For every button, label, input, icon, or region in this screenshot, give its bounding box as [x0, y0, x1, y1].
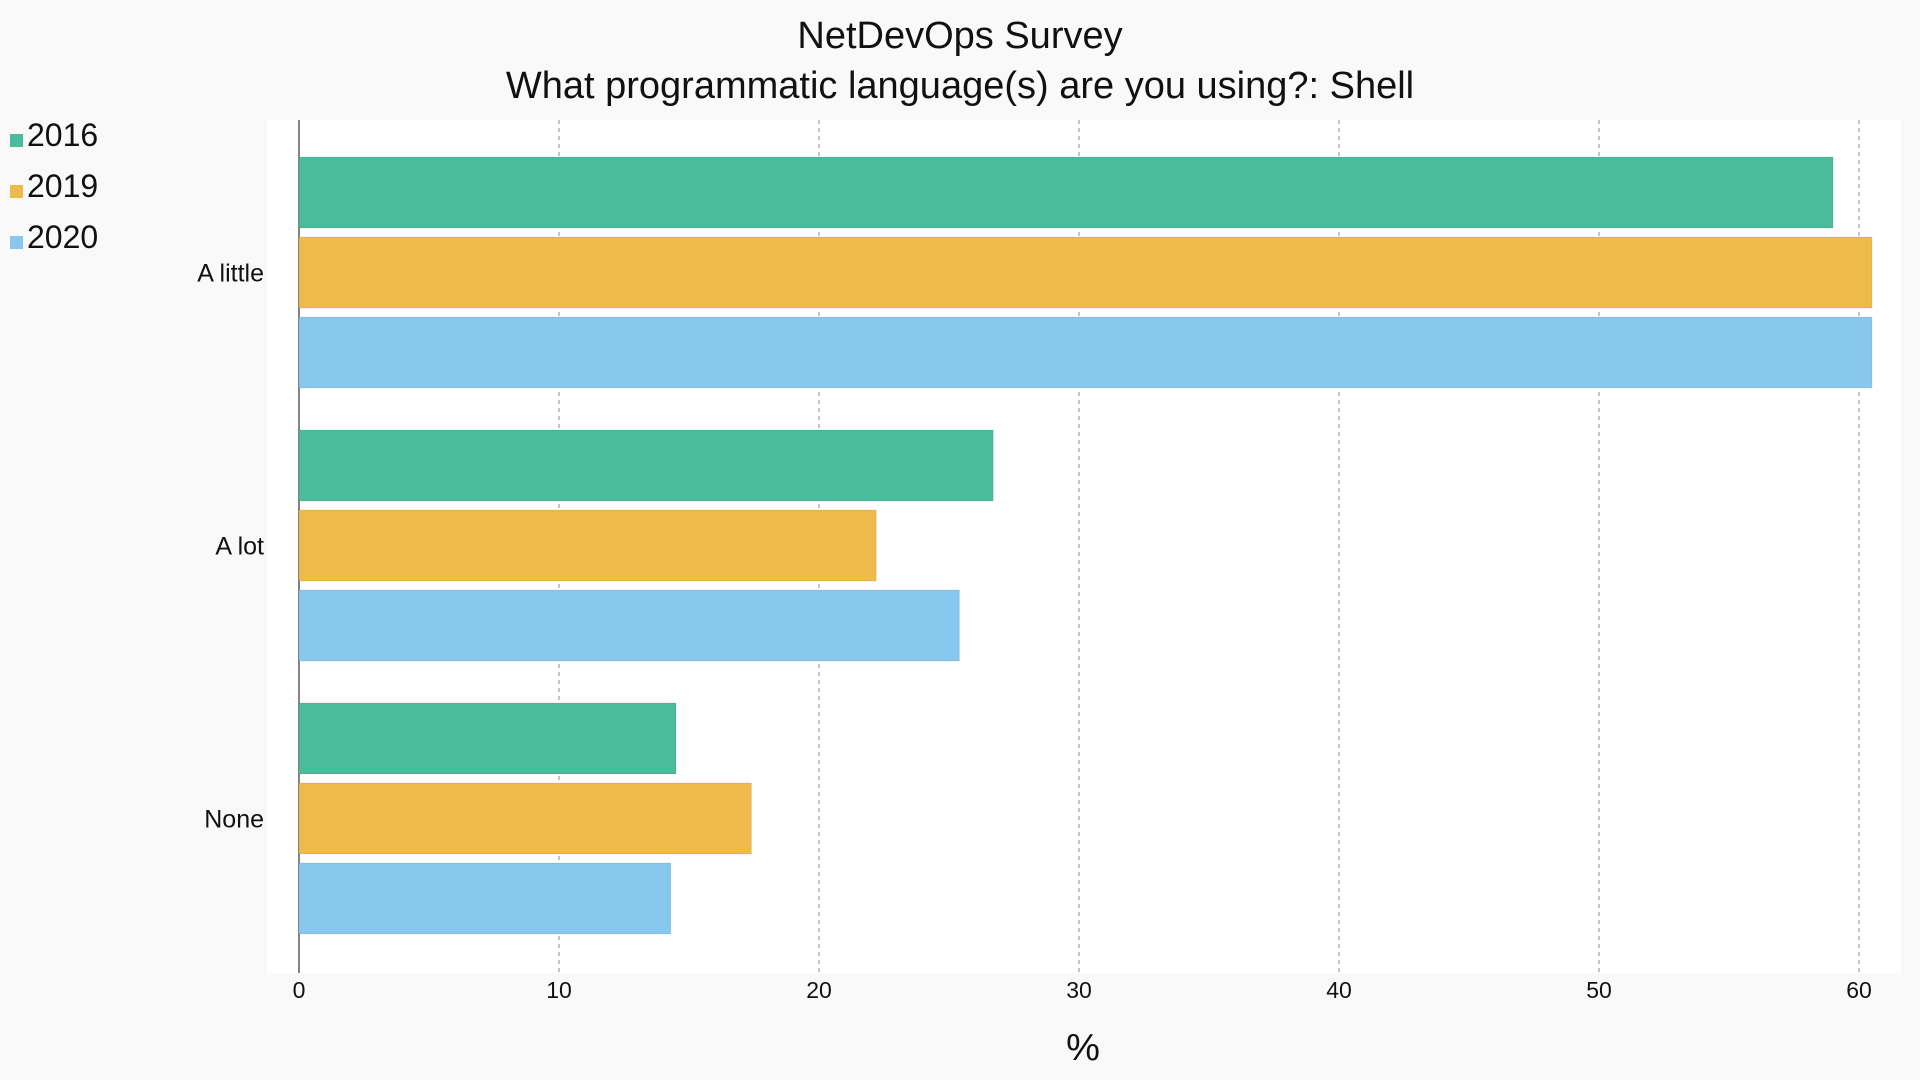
- legend-swatch: [10, 134, 23, 147]
- bar-2016-none: [298, 702, 677, 775]
- chart-title: NetDevOps Survey: [797, 15, 1122, 57]
- bar-2020-a-lot: [298, 589, 960, 662]
- bar-2016-a-lot: [298, 429, 994, 502]
- legend-label: 2020: [27, 219, 98, 255]
- x-tick-label: 10: [546, 977, 572, 1003]
- category-labels: A little A lot None: [197, 260, 264, 834]
- x-tick-label: 0: [293, 977, 306, 1003]
- legend-label: 2016: [27, 117, 98, 153]
- legend: 2016 2019 2020: [10, 117, 98, 255]
- x-tick-label: 60: [1846, 977, 1872, 1003]
- x-axis-label: %: [1066, 1027, 1100, 1069]
- legend-label: 2019: [27, 168, 98, 204]
- bar-2016-a-little: [298, 156, 1834, 229]
- bar-2019-a-little: [298, 236, 1873, 309]
- bar-2019-a-lot: [298, 509, 877, 582]
- category-label: None: [204, 806, 264, 834]
- category-label: A lot: [215, 533, 264, 561]
- category-label: A little: [197, 260, 264, 288]
- x-tick-label: 20: [806, 977, 832, 1003]
- bar-2019-none: [298, 782, 752, 855]
- chart-subtitle: What programmatic language(s) are you us…: [506, 65, 1414, 107]
- x-tick-label: 40: [1326, 977, 1352, 1003]
- bar-2020-a-little: [298, 316, 1873, 389]
- bars: [298, 156, 1873, 935]
- x-tick-label: 50: [1586, 977, 1612, 1003]
- legend-swatch: [10, 236, 23, 249]
- legend-swatch: [10, 185, 23, 198]
- bar-2020-none: [298, 862, 672, 935]
- x-tick-labels: 0 10 20 30 40 50 60: [293, 977, 1872, 1003]
- x-tick-label: 30: [1066, 977, 1092, 1003]
